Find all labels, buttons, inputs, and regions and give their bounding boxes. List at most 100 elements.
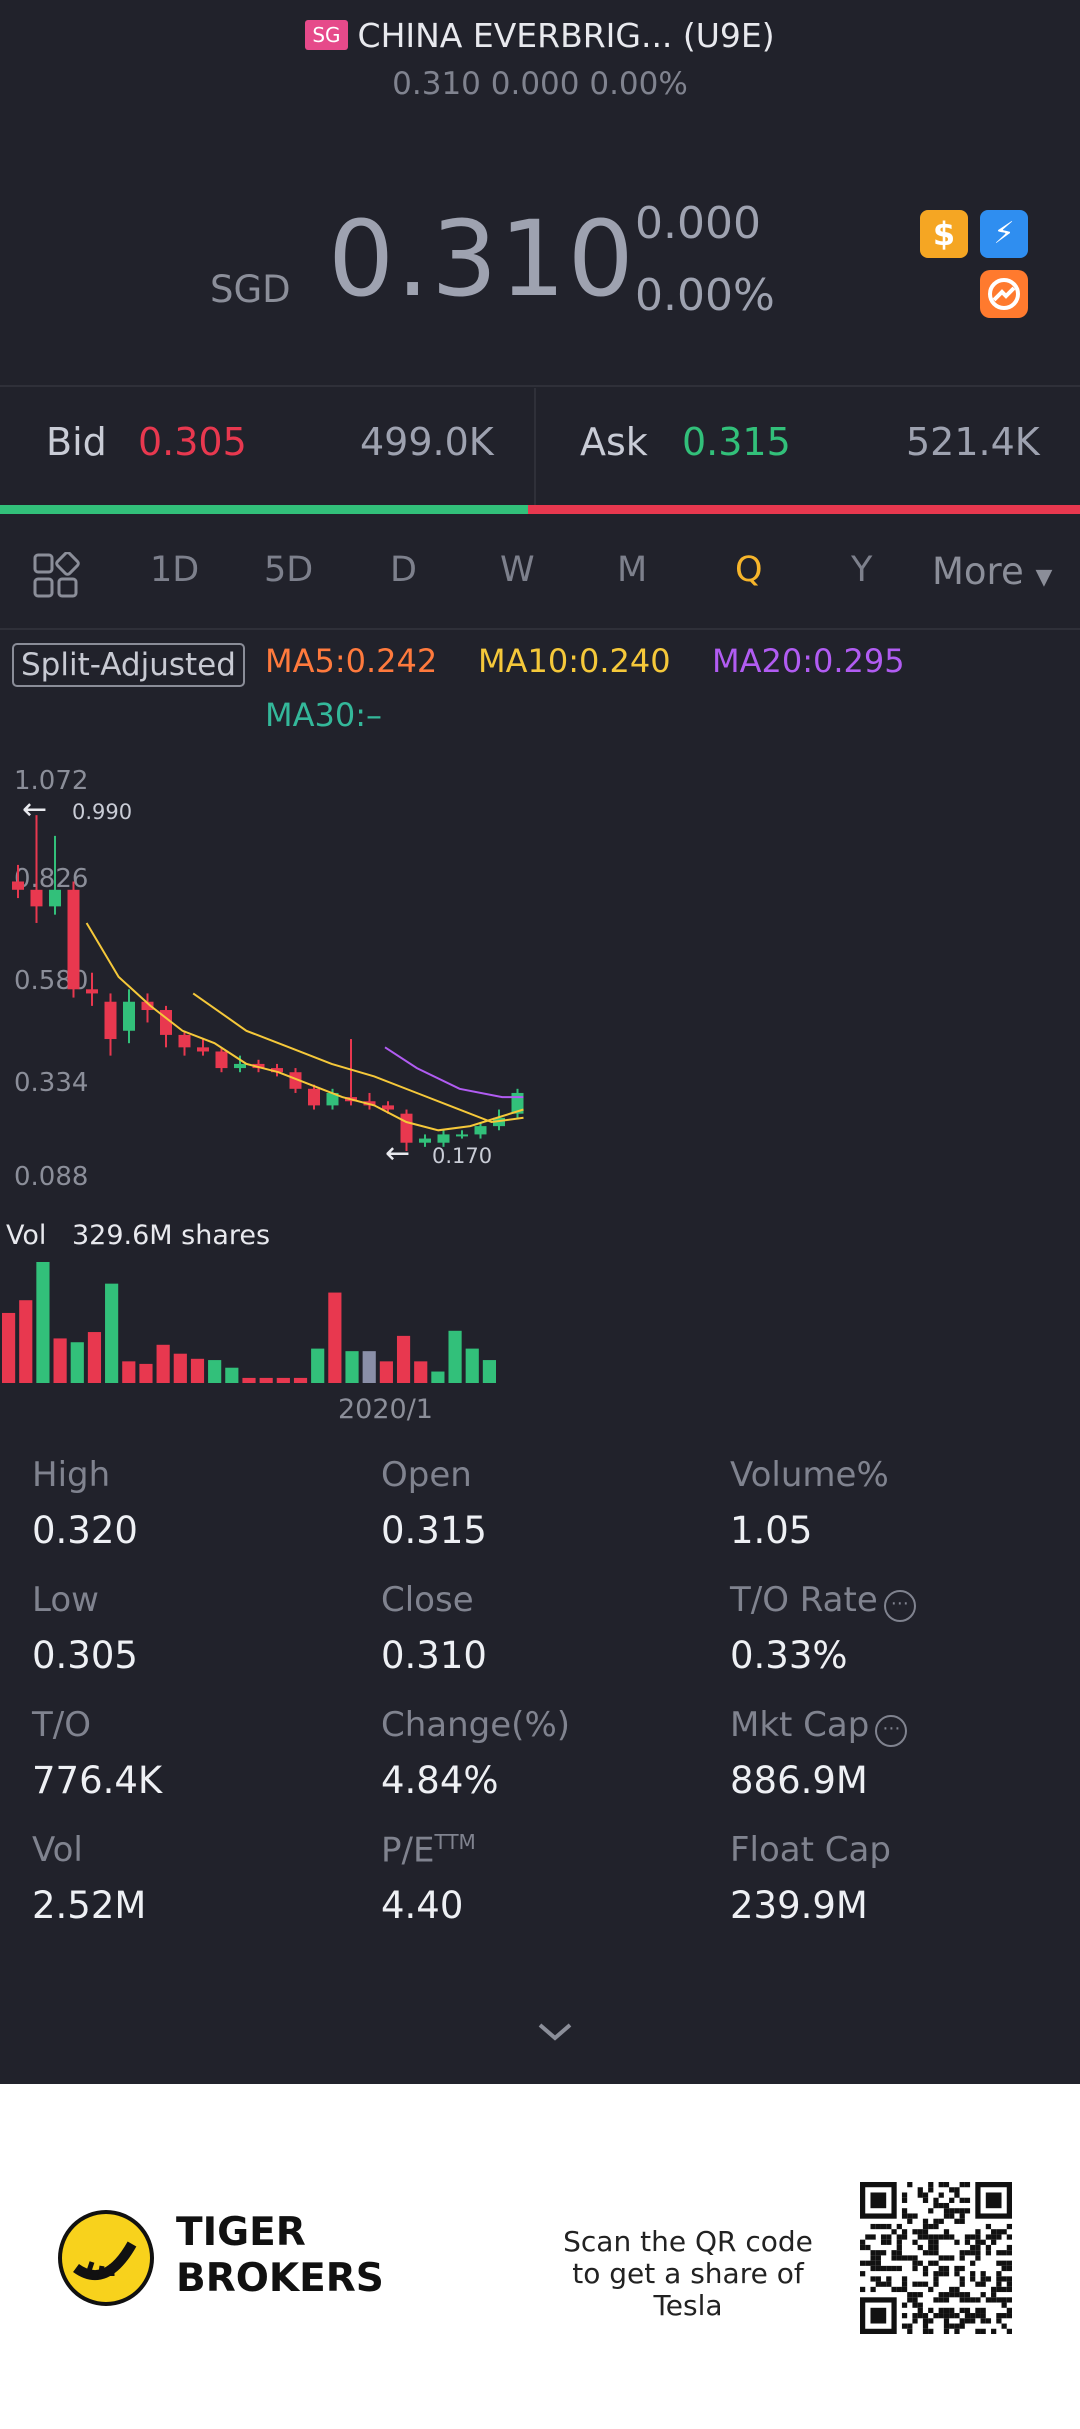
qr-module (922, 2234, 929, 2240)
stock-title[interactable]: SG CHINA EVERBRIG... (U9E) (0, 16, 1080, 55)
stat-label-text: Vol (32, 1830, 83, 1870)
qr-module (875, 2223, 881, 2230)
qr-module (970, 2271, 976, 2277)
stat-value: 0.320 (32, 1509, 138, 1552)
qr-module (1006, 2250, 1012, 2256)
qr-module (933, 2197, 939, 2203)
stat-label-text: Low (32, 1580, 99, 1620)
qr-module (943, 2182, 950, 2188)
qr-module (943, 2234, 950, 2240)
qr-module (964, 2234, 971, 2240)
stat-label[interactable]: T/O Rate ⋯ (730, 1580, 916, 1622)
qr-code[interactable] (860, 2182, 1012, 2334)
tab-1d[interactable]: 1D (150, 550, 200, 590)
qr-module (970, 2250, 976, 2256)
qr-module (928, 2208, 934, 2214)
qr-module (875, 2260, 881, 2266)
qr-module (912, 2318, 918, 2324)
stat-label: T/O (32, 1705, 91, 1745)
more-info-icon[interactable]: ⋯ (875, 1715, 908, 1747)
qr-module (943, 2265, 950, 2272)
expand-chevron-icon[interactable] (536, 2020, 574, 2048)
tab-quarter[interactable]: Q (735, 550, 763, 590)
bid-price[interactable]: 0.305 (138, 420, 247, 464)
candle-body (86, 989, 98, 994)
qr-module (1006, 2297, 1012, 2303)
qr-module (996, 2276, 1002, 2282)
qr-module (954, 2208, 960, 2214)
qr-module (880, 2265, 887, 2272)
qr-module (922, 2197, 929, 2203)
candle-body (382, 1105, 394, 1110)
qr-module (907, 2323, 913, 2329)
qr-module (954, 2239, 960, 2245)
qr-module (912, 2265, 918, 2272)
tab-week[interactable]: W (500, 550, 535, 590)
y-tick-label: 0.826 (14, 864, 88, 894)
volume-bar (87, 1332, 102, 1383)
low-marker-label: 0.170 (432, 1144, 492, 1168)
qr-module (917, 2244, 923, 2251)
ma30-value: MA30:– (265, 696, 382, 734)
qr-module (1001, 2276, 1007, 2282)
qr-module (1001, 2313, 1007, 2319)
qr-module (949, 2323, 955, 2329)
qr-module (901, 2208, 908, 2214)
qr-module (991, 2286, 997, 2293)
candle-body (474, 1126, 487, 1135)
qr-module (991, 2234, 997, 2240)
candle-body (49, 889, 61, 907)
qr-module (1006, 2276, 1012, 2282)
volume-bar (242, 1377, 256, 1383)
qr-module (875, 2265, 881, 2272)
ask-price[interactable]: 0.315 (682, 420, 791, 464)
qr-module (912, 2281, 918, 2287)
y-tick-label: 0.088 (14, 1162, 88, 1192)
tab-year[interactable]: Y (851, 550, 873, 590)
qr-module (865, 2260, 871, 2266)
qr-module (901, 2302, 908, 2308)
qr-module (959, 2318, 965, 2324)
qr-module (922, 2229, 929, 2235)
volume-bar (482, 1360, 496, 1383)
stat-label[interactable]: Mkt Cap ⋯ (730, 1705, 908, 1747)
ma5-value: MA5:0.242 (265, 642, 438, 680)
qr-module (985, 2250, 992, 2256)
price-change: 0.000 (635, 198, 761, 249)
qr-module (954, 2271, 960, 2277)
qr-module (886, 2239, 892, 2245)
qr-module (912, 2255, 918, 2261)
qr-module (922, 2313, 929, 2319)
qr-module (975, 2229, 981, 2235)
lightning-level-1-icon[interactable]: ⚡ (980, 210, 1028, 258)
qr-module (943, 2213, 950, 2219)
options-icon[interactable] (980, 270, 1028, 318)
volume-bar (208, 1360, 222, 1383)
bid-label: Bid (46, 420, 107, 464)
qr-module (901, 2281, 908, 2287)
qr-module (954, 2323, 960, 2329)
more-label: More (932, 550, 1024, 593)
more-info-icon[interactable]: ⋯ (883, 1590, 916, 1622)
candle-body (326, 1092, 339, 1106)
qr-module (907, 2182, 913, 2188)
volume-bar (293, 1377, 308, 1383)
volume-bar (311, 1348, 325, 1383)
split-adjusted-toggle[interactable]: Split-Adjusted (12, 643, 245, 687)
qr-module (970, 2234, 976, 2240)
qr-module (943, 2318, 950, 2324)
scan-qr-text: Scan the QR code to get a share of Tesla (563, 2225, 813, 2322)
qr-module (901, 2192, 908, 2198)
layout-grid-icon[interactable] (32, 551, 80, 604)
qr-module (922, 2323, 929, 2329)
qr-module (1001, 2265, 1007, 2272)
tab-day[interactable]: D (390, 550, 417, 590)
tab-more[interactable]: More ▼ (932, 550, 1052, 593)
tab-5d[interactable]: 5D (264, 550, 314, 590)
tab-month[interactable]: M (617, 550, 648, 590)
dollar-icon[interactable]: $ (920, 210, 968, 258)
stock-subline: 0.310 0.000 0.00% (392, 66, 688, 102)
qr-module (954, 2286, 960, 2293)
qr-module (954, 2218, 960, 2224)
